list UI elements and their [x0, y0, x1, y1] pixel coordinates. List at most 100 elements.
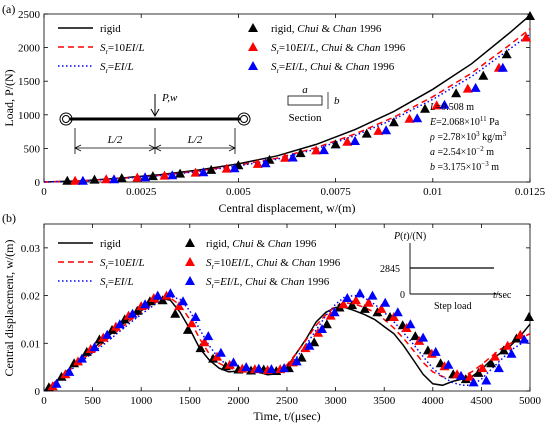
- x-tick-label: 0: [41, 186, 47, 198]
- data-marker: [498, 345, 509, 355]
- data-marker: [76, 353, 87, 363]
- x-tick-label: 2000: [227, 395, 250, 407]
- panel-a-markers: [62, 11, 535, 185]
- half-span-right-label: L/2: [187, 134, 203, 146]
- data-marker: [70, 175, 81, 185]
- x-tick-label: 0.0125: [515, 186, 546, 198]
- data-marker: [410, 331, 421, 341]
- data-marker: [266, 364, 277, 374]
- panel-a: (a) 0 0.0025 0.005 0.0075 0.01 0.0125 0 500 100…: [2, 2, 546, 215]
- panel-a-y-axis-label: Load, P/(N): [2, 69, 16, 126]
- data-marker: [174, 301, 185, 311]
- data-marker: [60, 369, 71, 379]
- param-modulus: E=2.068×1011 Pa: [429, 115, 500, 128]
- data-marker: [152, 290, 163, 300]
- left-support-inner-icon: [62, 115, 70, 123]
- beam-inset: P,w L/2 L/2: [59, 92, 251, 154]
- data-marker: [456, 370, 466, 380]
- step-x-axis-label: t/sec: [493, 290, 512, 301]
- data-marker: [170, 308, 181, 318]
- data-marker: [462, 83, 473, 93]
- data-marker: [62, 175, 73, 185]
- data-marker: [311, 145, 322, 155]
- panel-a-frame: [43, 13, 531, 183]
- y-tick-label: 2000: [18, 43, 41, 55]
- x-tick-label: 0.01: [423, 186, 442, 198]
- data-marker: [229, 163, 240, 173]
- data-marker: [147, 171, 158, 181]
- dim-arrow-left-icon: [74, 144, 82, 152]
- data-marker: [109, 174, 119, 184]
- data-marker: [376, 303, 387, 313]
- data-marker: [304, 340, 315, 350]
- data-marker: [405, 319, 416, 329]
- legend-b-sr10-marker-label: Sr=10EI/L, Chui & Chan 1996: [206, 257, 341, 271]
- x-tick-label: 0: [41, 395, 47, 407]
- y-tick-label: 500: [24, 143, 41, 155]
- data-marker: [525, 11, 535, 20]
- panel-b-label: (b): [2, 211, 16, 225]
- data-marker: [506, 348, 517, 358]
- x-tick-label: 0.0075: [320, 186, 351, 198]
- data-marker: [127, 308, 138, 318]
- y-tick-label: 0.01: [21, 338, 40, 350]
- data-marker: [51, 378, 62, 388]
- legend-a-rigid-marker-label: rigid, Chui & Chan 1996: [271, 23, 382, 35]
- y-tick-label: 2500: [18, 9, 41, 21]
- legend-a-sr10-marker-label: Sr=10EI/L, Chui & Chan 1996: [271, 42, 406, 56]
- data-marker: [380, 297, 391, 307]
- step-load-inset: P(t)/(N) 2845 0 Step load t/sec: [380, 231, 512, 312]
- legend-a-rigid-line-label: rigid: [100, 23, 121, 35]
- section-caption: Section: [289, 112, 322, 124]
- data-marker: [291, 356, 302, 366]
- data-marker: [460, 374, 471, 384]
- step-zero-label: 0: [400, 290, 405, 301]
- parameters: L=0.508 m E=2.068×1011 Pa ρ =2.78×103 kg…: [429, 102, 507, 173]
- data-marker: [486, 358, 497, 368]
- data-marker: [524, 312, 534, 321]
- data-marker: [296, 352, 307, 362]
- data-marker: [354, 288, 365, 298]
- data-marker: [361, 128, 372, 138]
- data-marker: [148, 293, 159, 302]
- x-tick-label: 3500: [373, 395, 396, 407]
- data-marker: [317, 324, 327, 333]
- param-density: ρ =2.78×103 kg/m3: [429, 130, 507, 143]
- data-marker: [388, 117, 399, 127]
- data-marker: [295, 148, 306, 158]
- section-height-label: b: [334, 95, 340, 107]
- legend-a-sr1-marker-label: Sr=EI/L, Chui & Chan 1996: [271, 61, 395, 75]
- data-marker: [519, 334, 530, 344]
- data-marker: [190, 167, 201, 177]
- data-marker: [329, 307, 340, 317]
- data-marker: [451, 88, 462, 98]
- section-inset: a b Section: [287, 84, 340, 124]
- data-marker: [363, 297, 374, 307]
- legend-a-sr10-line-label: Sr=10EI/L: [100, 42, 145, 56]
- data-marker: [114, 319, 125, 329]
- right-support-outer-icon: [237, 112, 251, 126]
- data-marker: [300, 343, 311, 353]
- legend-a-sr1-line-label: Sr=EI/L: [100, 61, 134, 75]
- panel-a-legend: rigid Sr=10EI/L Sr=EI/L rigid, Chui & Ch…: [58, 23, 406, 75]
- x-tick-label: 1000: [130, 395, 153, 407]
- data-marker: [77, 175, 88, 185]
- data-marker: [430, 346, 441, 356]
- data-marker: [186, 318, 197, 328]
- data-marker: [64, 366, 75, 376]
- data-marker: [161, 290, 172, 300]
- panel-b-markers: [43, 288, 534, 392]
- data-marker: [178, 296, 188, 306]
- y-tick-label: 0.03: [21, 243, 41, 255]
- x-tick-label: 4500: [470, 395, 493, 407]
- section-rect: [287, 95, 323, 106]
- panel-b-y-axis-label: Central displacement, w/(m): [2, 240, 16, 377]
- data-marker: [477, 363, 488, 373]
- data-marker: [228, 357, 239, 367]
- data-marker: [431, 100, 442, 110]
- data-marker: [253, 363, 264, 373]
- y-tick-label: 1000: [18, 110, 41, 122]
- data-marker: [392, 307, 403, 317]
- data-marker: [165, 288, 176, 298]
- y-tick-label: 0.02: [21, 291, 40, 303]
